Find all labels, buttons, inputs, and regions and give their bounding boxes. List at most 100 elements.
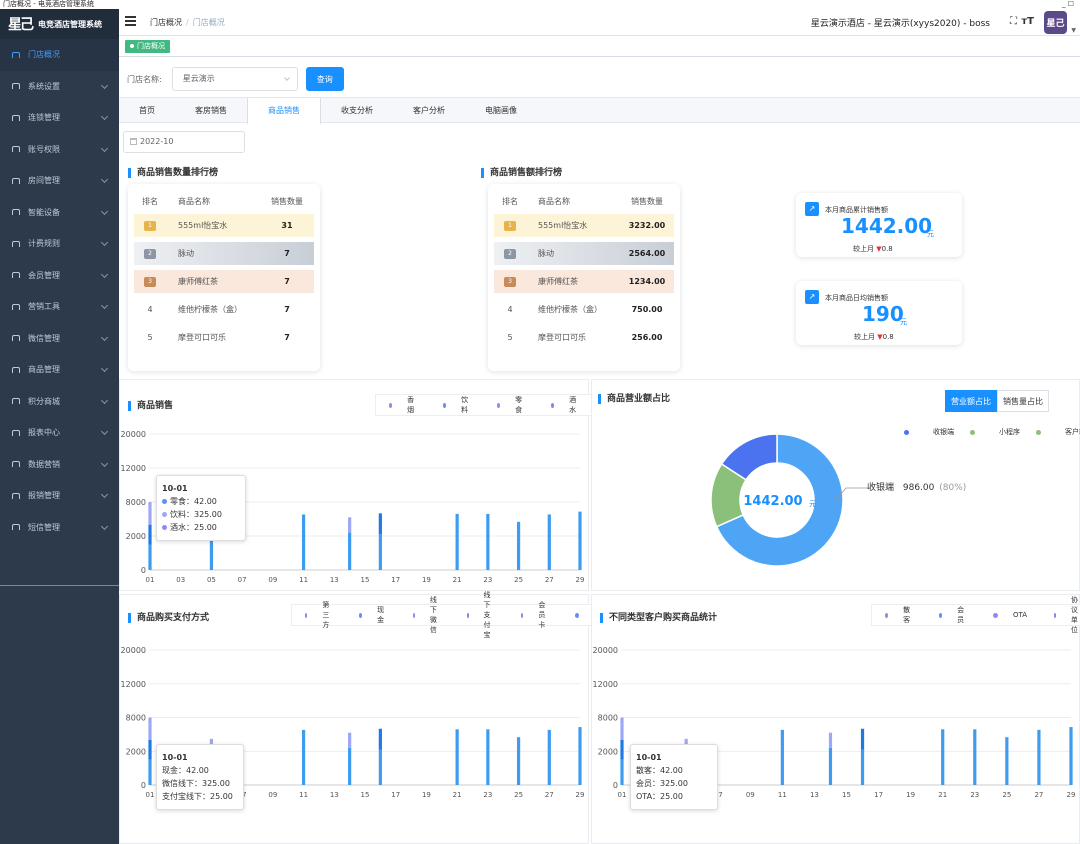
sidebar-item[interactable]: 连锁管理 [0, 102, 119, 134]
tab[interactable]: 电脑画像 [485, 106, 517, 115]
avatar[interactable]: 星己 [1044, 11, 1067, 34]
bar[interactable] [828, 747, 833, 785]
store-select[interactable]: 星云演示 [171, 67, 298, 91]
query-button[interactable]: 查询 [305, 67, 344, 91]
sidebar-item[interactable]: 智能设备 [0, 197, 119, 229]
bar[interactable] [1069, 727, 1073, 785]
bar[interactable] [348, 747, 352, 785]
bar[interactable] [578, 727, 582, 785]
bar[interactable] [148, 740, 152, 760]
bar[interactable] [378, 513, 382, 535]
x-tick-label: 23 [483, 576, 492, 584]
sidebar-item[interactable]: 门店概况 [0, 39, 119, 71]
legend-item[interactable]: 小程序 [970, 427, 1020, 437]
tab[interactable]: 客房销售 [195, 106, 227, 115]
legend-item[interactable]: 散客 [876, 605, 930, 625]
sidebar-item[interactable]: 营销工具 [0, 291, 119, 323]
bar[interactable] [209, 738, 214, 749]
bar[interactable] [547, 514, 551, 570]
legend-item[interactable]: OTA [984, 611, 1045, 619]
bar[interactable] [148, 524, 152, 545]
pie-slice[interactable] [715, 433, 844, 567]
bar[interactable] [941, 729, 945, 785]
hamburger-icon[interactable] [125, 16, 136, 26]
bar[interactable] [860, 749, 865, 785]
breadcrumb-item[interactable]: 门店概况 [150, 18, 182, 27]
tab[interactable]: 收支分析 [341, 106, 373, 115]
tooltip-line: 零食：42.00 [162, 495, 240, 508]
bar[interactable] [148, 717, 152, 741]
bar[interactable] [620, 740, 624, 760]
bar[interactable] [973, 729, 977, 785]
bar[interactable] [1037, 729, 1041, 785]
legend-item[interactable]: 会员 [930, 605, 984, 625]
window-controls[interactable]: _ ☐ [1061, 0, 1074, 8]
chevron-down-icon[interactable]: ▼ [1071, 27, 1076, 34]
bar[interactable] [486, 729, 490, 785]
sidebar-item[interactable]: 系统设置 [0, 71, 119, 103]
sidebar-item[interactable]: 商品管理 [0, 354, 119, 386]
bar[interactable] [828, 732, 833, 748]
sidebar-item[interactable]: 账号权限 [0, 134, 119, 166]
legend-item[interactable]: 香烟 [380, 395, 434, 415]
bar[interactable] [378, 728, 382, 750]
legend-item[interactable]: 酒水 [542, 395, 596, 415]
bar[interactable] [620, 759, 624, 785]
revenue-share-button[interactable]: 营业额占比 [945, 390, 997, 412]
bar[interactable] [378, 749, 382, 785]
tab[interactable]: 首页 [139, 106, 155, 115]
product-value: 3232.00 [628, 221, 666, 230]
bar[interactable] [620, 717, 624, 741]
sidebar-item[interactable]: 计费规则 [0, 228, 119, 260]
sidebar-item[interactable]: 报销管理 [0, 480, 119, 512]
bar[interactable] [301, 514, 306, 570]
bar[interactable] [148, 544, 152, 571]
bar[interactable] [301, 729, 306, 785]
bar[interactable] [780, 729, 784, 785]
bar[interactable] [486, 513, 490, 570]
bar[interactable] [547, 729, 551, 785]
bar[interactable] [348, 732, 352, 748]
sidebar-item[interactable]: 数据营销 [0, 449, 119, 481]
legend-item[interactable]: 客户端 [1036, 427, 1080, 437]
legend-item[interactable]: 零食 [488, 395, 542, 415]
medal-icon: 2 [144, 249, 156, 259]
sidebar-item[interactable]: 报表中心 [0, 417, 119, 449]
bar[interactable] [684, 738, 688, 749]
bar[interactable] [455, 513, 459, 570]
bar[interactable] [378, 534, 382, 570]
legend-item[interactable]: 会员卡 [512, 600, 566, 630]
sidebar-item[interactable]: 微信管理 [0, 323, 119, 355]
legend-item[interactable]: 协议单位 [1045, 595, 1080, 635]
bar[interactable] [209, 533, 214, 570]
sidebar-item[interactable]: 房间管理 [0, 165, 119, 197]
tab[interactable]: 商品销售 [247, 98, 321, 124]
bar[interactable] [148, 759, 152, 785]
bar[interactable] [516, 737, 521, 785]
legend-item[interactable]: 线下微信 [404, 595, 458, 635]
tab[interactable]: 客户分析 [413, 106, 445, 115]
month-picker[interactable]: 2022-10 [123, 131, 245, 153]
pie-slice[interactable] [720, 433, 778, 481]
font-size-icon[interactable]: ᴛT [1021, 16, 1034, 27]
sidebar-item[interactable]: 积分商城 [0, 386, 119, 418]
bar[interactable] [348, 532, 352, 570]
bar[interactable] [516, 521, 521, 570]
legend-item[interactable]: 收银端 [904, 427, 954, 437]
legend-dot-icon [521, 612, 524, 618]
sidebar-item[interactable]: 短信管理 [0, 512, 119, 544]
legend-item[interactable]: 现金 [350, 605, 404, 625]
bar[interactable] [578, 511, 582, 570]
tag-item[interactable]: 门店概况 [125, 40, 170, 53]
bar[interactable] [1005, 737, 1009, 785]
sidebar-item[interactable]: 会员管理 [0, 260, 119, 292]
legend-item[interactable]: 线下支付宝 [458, 590, 512, 640]
bar[interactable] [148, 502, 152, 525]
bar[interactable] [348, 517, 352, 533]
legend-item[interactable]: 饮料 [434, 395, 488, 415]
bar[interactable] [860, 728, 865, 750]
qty-share-button[interactable]: 销售量占比 [997, 390, 1049, 412]
bar[interactable] [455, 729, 459, 785]
fullscreen-icon[interactable]: ⛶ [1010, 16, 1017, 27]
legend-item[interactable]: 第三方 [296, 600, 350, 630]
